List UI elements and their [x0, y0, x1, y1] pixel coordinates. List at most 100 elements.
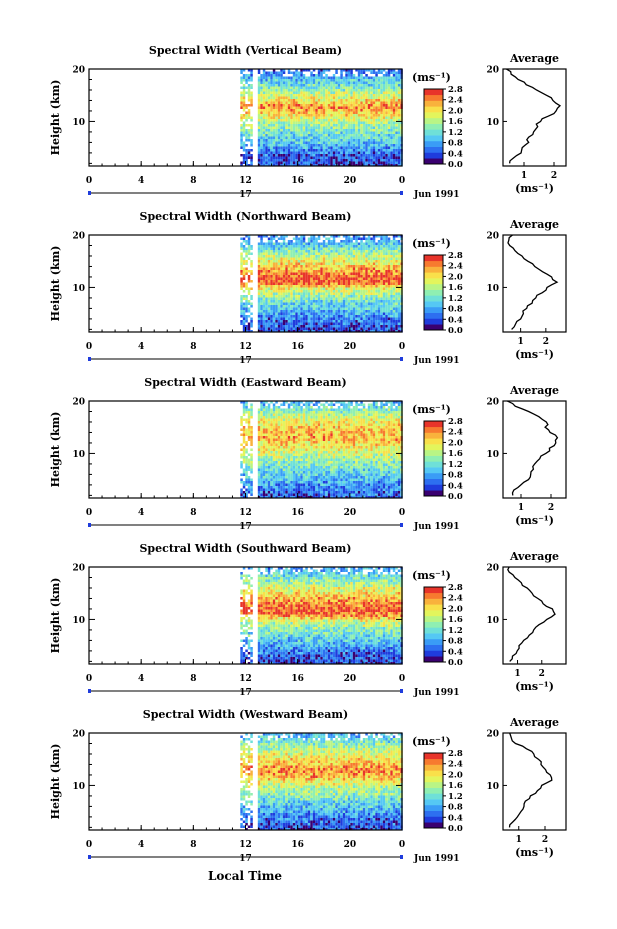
heatmap-cell: [377, 99, 381, 102]
heatmap-cell: [310, 96, 313, 99]
heatmap-cell: [317, 277, 321, 280]
heatmap-cell: [372, 280, 376, 283]
heatmap-cell: [312, 151, 316, 154]
heatmap-cell: [345, 267, 348, 270]
heatmap-cell: [395, 272, 398, 275]
heatmap-cell: [397, 74, 401, 77]
heatmap-cell: [260, 330, 263, 333]
heatmap-cell: [292, 305, 296, 308]
heatmap-cell: [327, 106, 331, 109]
heatmap-cell: [272, 164, 276, 167]
heatmap-cell: [247, 411, 251, 414]
heatmap-cell: [310, 282, 313, 285]
heatmap-cell: [302, 104, 306, 107]
heatmap-cell: [385, 245, 388, 248]
heatmap-cell: [242, 134, 246, 137]
heatmap-cell: [315, 91, 318, 94]
heatmap-cell: [297, 270, 301, 273]
heatmap-cell: [322, 94, 326, 97]
heatmap-cell: [342, 86, 346, 89]
heatmap-cell: [267, 161, 271, 164]
heatmap-cell: [297, 131, 301, 134]
heatmap-cell: [335, 300, 338, 303]
heatmap-cell: [257, 76, 261, 79]
heatmap-cell: [272, 317, 276, 320]
heatmap-cell: [352, 280, 356, 283]
heatmap-cell: [272, 267, 276, 270]
heatmap-cell: [265, 272, 268, 275]
heatmap-cell: [297, 287, 301, 290]
heatmap-cell: [392, 325, 396, 328]
heatmap-cell: [247, 136, 251, 139]
heatmap-cell: [290, 317, 293, 320]
heatmap-cell: [247, 69, 251, 72]
heatmap-cell: [262, 86, 266, 89]
heatmap-cell: [310, 325, 313, 328]
heatmap-cell: [310, 327, 313, 330]
heatmap-cell: [332, 260, 336, 263]
heatmap-cell: [247, 287, 251, 290]
heatmap-cell: [390, 69, 393, 72]
heatmap-cell: [375, 297, 378, 300]
heatmap-cell: [310, 292, 313, 295]
heatmap-cell: [277, 86, 281, 89]
heatmap-cell: [302, 79, 306, 82]
heatmap-cell: [345, 136, 348, 139]
heatmap-cell: [375, 317, 378, 320]
heatmap-cell: [377, 292, 381, 295]
heatmap-cell: [272, 300, 276, 303]
heatmap-cell: [260, 235, 263, 238]
heatmap-cell: [245, 144, 248, 147]
heatmap-cell: [372, 149, 376, 152]
heatmap-cell: [307, 282, 311, 285]
heatmap-cell: [317, 255, 321, 258]
heatmap-cell: [277, 237, 281, 240]
heatmap-cell: [307, 327, 311, 330]
heatmap-cell: [265, 124, 268, 127]
heatmap-cell: [265, 151, 268, 154]
heatmap-cell: [280, 255, 283, 258]
heatmap-cell: [312, 240, 316, 243]
heatmap-cell: [292, 81, 296, 84]
heatmap-cell: [375, 270, 378, 273]
heatmap-cell: [277, 307, 281, 310]
heatmap-cell: [387, 124, 391, 127]
heatmap-cell: [357, 146, 361, 149]
heatmap-cell: [290, 255, 293, 258]
heatmap-cell: [275, 101, 278, 104]
heatmap-cell: [262, 74, 266, 77]
heatmap-cell: [317, 315, 321, 318]
heatmap-cell: [330, 305, 333, 308]
heatmap-cell: [242, 76, 246, 79]
heatmap-cell: [257, 124, 261, 127]
heatmap-cell: [397, 280, 401, 283]
heatmap-cell: [367, 327, 371, 330]
heatmap-cell: [247, 275, 251, 278]
heatmap-cell: [315, 149, 318, 152]
heatmap-cell: [332, 235, 336, 238]
heatmap-cell: [290, 295, 293, 298]
heatmap-cell: [387, 240, 391, 243]
heatmap-cell: [300, 302, 303, 305]
heatmap-cell: [302, 149, 306, 152]
heatmap-cell: [280, 89, 283, 92]
heatmap-cell: [367, 161, 371, 164]
heatmap-cell: [322, 109, 326, 112]
heatmap-cell: [280, 96, 283, 99]
heatmap-cell: [350, 76, 353, 79]
heatmap-cell: [335, 277, 338, 280]
heatmap-cell: [285, 81, 288, 84]
heatmap-cell: [290, 327, 293, 330]
heatmap-cell: [280, 300, 283, 303]
heatmap-cell: [315, 151, 318, 154]
heatmap-cell: [375, 252, 378, 255]
heatmap-cell: [287, 307, 291, 310]
heatmap-cell: [375, 275, 378, 278]
heatmap-cell: [292, 275, 296, 278]
heatmap-cell: [240, 416, 243, 419]
heatmap-cell: [282, 114, 286, 117]
heatmap-cell: [260, 111, 263, 114]
heatmap-cell: [317, 272, 321, 275]
heatmap-cell: [395, 121, 398, 124]
heatmap-cell: [312, 156, 316, 159]
